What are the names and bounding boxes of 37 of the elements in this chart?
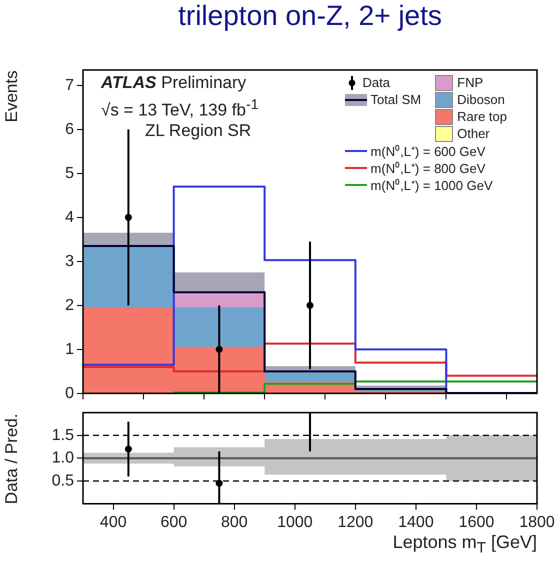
y-tick-label: 6 (65, 120, 74, 138)
y-axis-title: Data / Pred. (2, 412, 22, 504)
x-tick-label: 800 (220, 514, 248, 531)
bar (173, 307, 265, 348)
legend-label: m(N⁰,L⁺) = 1000 GeV (370, 176, 493, 194)
legend-label: Data (362, 75, 390, 90)
y-tick-label: 1.0 (52, 450, 74, 467)
x-tick-label: 600 (160, 514, 188, 531)
x-tick-label: 400 (100, 514, 127, 531)
legend-label: Rare top (457, 109, 507, 124)
y-tick-label: 0.5 (52, 472, 74, 490)
bar (83, 246, 174, 308)
x-axis-title: Leptons m$_{T}$ [GeV] (392, 532, 537, 556)
legend-label: Other (457, 126, 490, 141)
x-tick-label: 1600 (458, 514, 494, 531)
legend-label: Total SM (370, 92, 422, 107)
x-tick-label: 1200 (338, 514, 374, 531)
y-tick-label: 5 (65, 164, 74, 182)
y-tick-label: 7 (65, 76, 74, 94)
annotation: ATLAS Preliminary (101, 73, 246, 93)
y-tick-label: 1 (65, 340, 74, 358)
legend-label: m(N⁰,L⁺) = 800 GeV (370, 160, 486, 176)
y-tick-label: 0 (65, 384, 74, 402)
x-tick-label: 1400 (398, 514, 434, 531)
x-tick-label: 1800 (519, 514, 555, 531)
y-tick-label: 3 (65, 252, 74, 270)
y-tick-label: 4 (65, 208, 74, 226)
chart-title: trilepton on-Z, 2+ jets (177, 0, 443, 32)
y-tick-label: 1.5 (52, 426, 74, 444)
legend-label: Diboson (457, 92, 505, 107)
legend-label: FNP (457, 75, 484, 90)
annotation: ZL Region SR (145, 121, 252, 141)
legend-label: m(N⁰,L⁺) = 600 GeV (370, 142, 486, 160)
annotation: √s = 13 TeV, 139 fb$^{-1}$ (101, 97, 259, 121)
y-axis-title: Events (2, 70, 22, 124)
x-tick-label: 1000 (277, 514, 313, 531)
y-tick-label: 2 (65, 296, 74, 314)
